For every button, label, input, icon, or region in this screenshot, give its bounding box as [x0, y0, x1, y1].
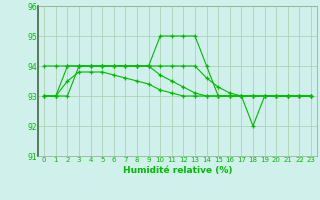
X-axis label: Humidité relative (%): Humidité relative (%)	[123, 166, 232, 175]
